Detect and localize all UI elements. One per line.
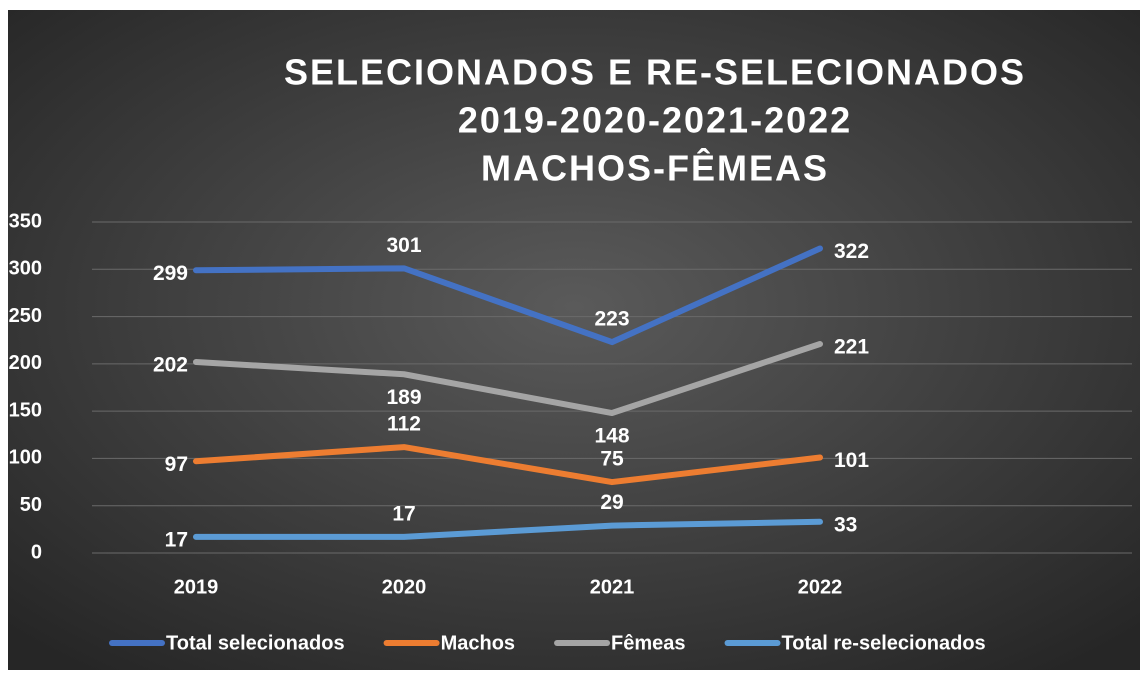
y-tick-label: 100	[9, 447, 42, 469]
legend-label: Fêmeas	[611, 632, 686, 654]
chart-title: MACHOS-FÊMEAS	[481, 147, 829, 189]
series-line	[193, 340, 823, 417]
data-label: 202	[153, 354, 188, 377]
series-line	[193, 518, 823, 540]
x-tick-label: 2021	[590, 576, 635, 598]
data-label: 189	[386, 386, 421, 409]
x-tick-label: 2019	[174, 576, 219, 598]
chart-title: SELECIONADOS E RE-SELECIONADOS	[284, 52, 1026, 93]
data-label: 301	[386, 234, 421, 257]
data-label: 17	[165, 528, 188, 551]
y-tick-label: 200	[9, 352, 42, 374]
legend-label: Total re-selecionados	[782, 632, 986, 654]
data-label: 148	[594, 425, 629, 448]
data-label: 112	[387, 413, 421, 436]
y-tick-label: 350	[9, 210, 42, 232]
data-label: 221	[834, 336, 869, 359]
y-tick-label: 300	[9, 258, 42, 280]
data-label: 101	[834, 449, 869, 472]
x-tick-label: 2020	[382, 576, 427, 598]
data-label: 97	[165, 453, 188, 476]
data-label: 322	[834, 240, 869, 263]
chart-title: 2019-2020-2021-2022	[458, 100, 852, 141]
x-tick-label: 2022	[798, 576, 843, 598]
data-label: 29	[600, 491, 623, 514]
y-tick-label: 50	[20, 494, 42, 516]
legend-label: Total selecionados	[166, 632, 345, 654]
y-tick-label: 150	[9, 399, 42, 421]
data-label: 17	[392, 502, 415, 525]
data-label: 75	[600, 448, 624, 471]
y-tick-label: 0	[31, 541, 42, 563]
y-tick-label: 250	[9, 305, 42, 327]
data-label: 223	[594, 308, 629, 331]
data-label: 299	[153, 262, 188, 285]
legend-label: Machos	[441, 632, 515, 654]
chart-background	[8, 10, 1140, 670]
data-label: 33	[834, 513, 857, 536]
series-line	[193, 444, 823, 486]
series-line	[193, 245, 823, 346]
